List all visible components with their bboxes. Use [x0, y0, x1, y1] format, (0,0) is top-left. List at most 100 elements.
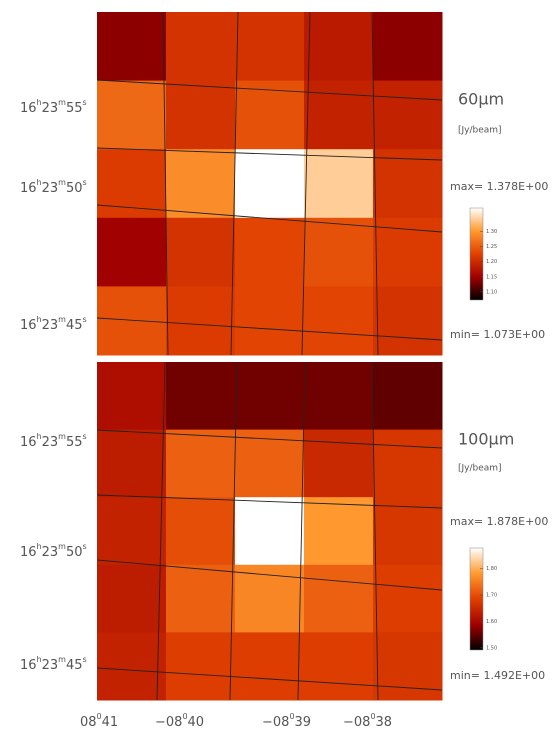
- heatmap-cell: [373, 286, 443, 355]
- label-superscript: m: [58, 655, 66, 664]
- heatmap-cell: [97, 286, 167, 355]
- heatmap-cell: [304, 286, 374, 355]
- heatmap-cell: [97, 497, 167, 565]
- heatmap-cell: [97, 218, 167, 287]
- heatmap-cell: [373, 430, 443, 498]
- label-part: 38: [376, 715, 393, 730]
- axis-label: 16h23m55s: [20, 98, 87, 116]
- heatmap-cell: [235, 149, 305, 218]
- label-superscript: s: [83, 655, 87, 664]
- label-part: 23: [42, 181, 59, 196]
- label-superscript: m: [58, 98, 66, 107]
- heatmap-cell: [235, 286, 305, 355]
- label-part: 16: [20, 318, 37, 333]
- colorbar-tick-label: 1.80: [486, 566, 497, 572]
- axis-label: 08041: [80, 712, 118, 730]
- heatmap-cell: [373, 362, 443, 430]
- unit-label: [Jy/beam]: [458, 464, 502, 474]
- heatmap-cell: [166, 565, 236, 633]
- heatmap-cell: [235, 430, 305, 498]
- label-part: 41: [102, 715, 119, 730]
- colorbar-tick-label: 1.60: [486, 619, 497, 625]
- min-label: min= 1.073E+00: [450, 328, 545, 341]
- heatmap-cell: [235, 632, 305, 700]
- max-label: max= 1.878E+00: [450, 515, 548, 528]
- label-part: 16: [20, 181, 37, 196]
- label-part: 45: [66, 318, 83, 333]
- min-label: min= 1.492E+00: [450, 669, 545, 682]
- label-part: 39: [295, 715, 312, 730]
- heatmap-cell: [166, 497, 236, 565]
- heatmap-cell: [235, 362, 305, 430]
- heatmap-panel: [97, 362, 443, 701]
- heatmap-cell: [166, 286, 236, 355]
- colorbar-tick-label: 1.20: [486, 259, 497, 265]
- colorbar-tick-label: 1.50: [486, 645, 497, 651]
- axis-label: 16h23m50s: [20, 542, 87, 560]
- label-part: 45: [66, 658, 83, 673]
- heatmap-cell: [166, 12, 236, 81]
- colorbar: [470, 208, 483, 300]
- panel-title: 60µm: [458, 90, 504, 109]
- heatmap-cell: [235, 12, 305, 81]
- colorbar: [470, 548, 483, 650]
- heatmap-cell: [235, 81, 305, 150]
- heatmap-cell: [166, 218, 236, 287]
- heatmap-cell: [97, 362, 167, 430]
- figure: 16h23m55s 16h23m50s 16h23m45s 60µm [Jy/beam]…: [0, 0, 558, 747]
- label-superscript: s: [83, 315, 87, 324]
- heatmap-cell: [304, 81, 374, 150]
- heatmap-cell: [166, 430, 236, 498]
- heatmap-cell: [304, 12, 374, 81]
- axis-label: −08038: [343, 712, 392, 730]
- heatmap-cell: [166, 362, 236, 430]
- heatmap-cell: [304, 632, 374, 700]
- heatmap-cell: [304, 497, 374, 565]
- heatmap-cell: [97, 430, 167, 498]
- axis-label: 16h23m45s: [20, 655, 87, 673]
- colorbar-tick-label: 1.15: [486, 274, 497, 280]
- label-part: 23: [42, 545, 59, 560]
- heatmap-cell: [166, 81, 236, 150]
- heatmap-cell: [373, 218, 443, 287]
- label-part: 50: [66, 181, 83, 196]
- label-part: 23: [42, 435, 59, 450]
- label-part: −08: [262, 715, 289, 730]
- label-superscript: m: [58, 432, 66, 441]
- label-part: 08: [80, 715, 97, 730]
- label-part: 16: [20, 545, 37, 560]
- label-part: 55: [66, 101, 83, 116]
- label-superscript: m: [58, 178, 66, 187]
- heatmap-cell: [304, 565, 374, 633]
- heatmap-cell: [166, 149, 236, 218]
- heatmap-cell: [373, 632, 443, 700]
- axis-label: 16h23m55s: [20, 432, 87, 450]
- heatmap-cell: [304, 218, 374, 287]
- label-part: 16: [20, 658, 37, 673]
- label-superscript: m: [58, 315, 66, 324]
- label-superscript: m: [58, 542, 66, 551]
- colorbar-tick-label: 1.30: [486, 229, 497, 235]
- heatmap-cell: [97, 632, 167, 700]
- heatmap-cell: [97, 81, 167, 150]
- label-part: 16: [20, 101, 37, 116]
- label-part: 16: [20, 435, 37, 450]
- heatmap-cell: [235, 497, 305, 565]
- colorbar-tick-label: 1.10: [486, 289, 497, 295]
- label-superscript: s: [83, 542, 87, 551]
- label-part: −08: [343, 715, 370, 730]
- label-part: 23: [42, 318, 59, 333]
- label-superscript: s: [83, 432, 87, 441]
- axis-label: 16h23m45s: [20, 315, 87, 333]
- axis-label: −08039: [262, 712, 311, 730]
- heatmap-cell: [373, 565, 443, 633]
- label-part: −08: [155, 715, 182, 730]
- heatmap-cell: [166, 632, 236, 700]
- unit-label: [Jy/beam]: [458, 126, 502, 136]
- heatmap-cell: [304, 149, 374, 218]
- heatmap-panel: [97, 12, 443, 356]
- axis-label: 16h23m50s: [20, 178, 87, 196]
- heatmap-cell: [235, 218, 305, 287]
- label-part: 40: [188, 715, 205, 730]
- label-part: 23: [42, 101, 59, 116]
